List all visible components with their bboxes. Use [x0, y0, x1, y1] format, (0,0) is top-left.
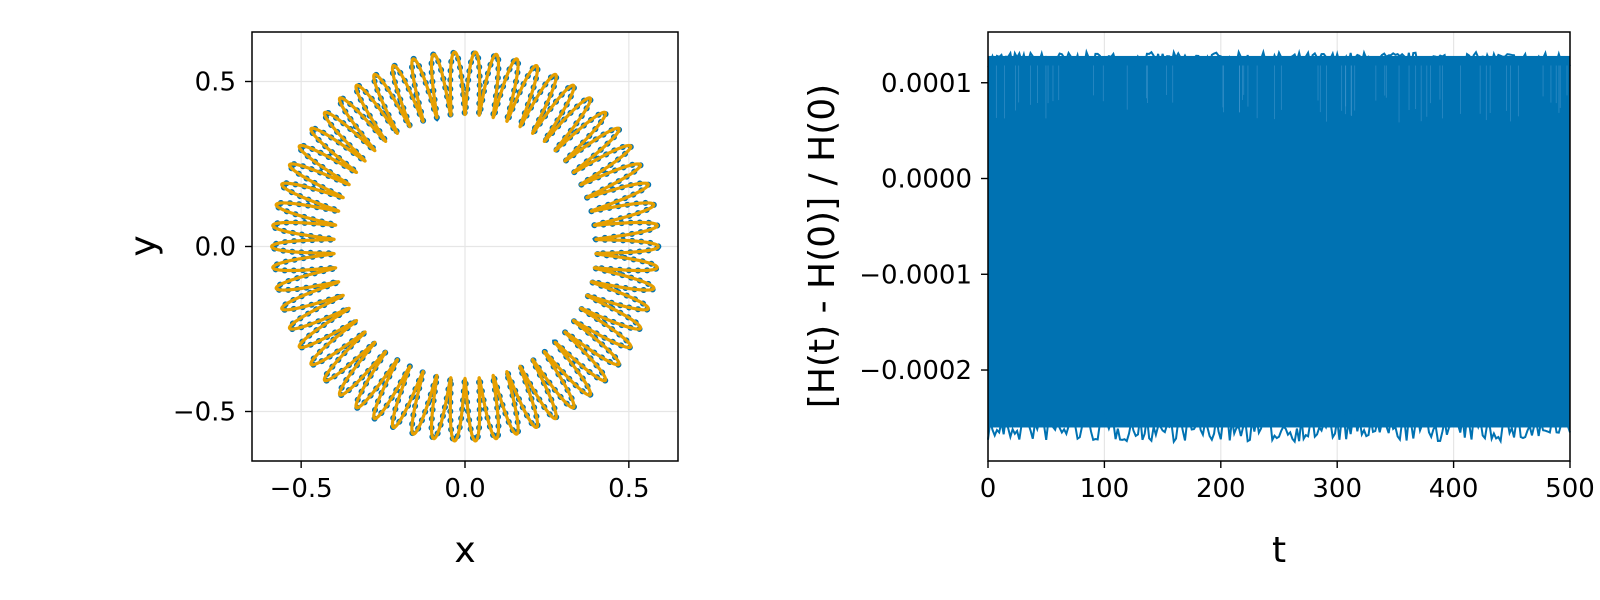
orbit-y-tick-label: −0.5: [173, 398, 236, 428]
energy-x-tick-label: 400: [1429, 474, 1479, 504]
energy-xlabel: t: [1272, 530, 1286, 571]
energy-y-tick-label: 0.0001: [881, 69, 972, 99]
energy-x-tick-label: 0: [980, 474, 997, 504]
energy-series-lower-spikes: [987, 412, 1571, 445]
orbit-x-tick-label: −0.5: [270, 474, 333, 504]
energy-panel: 0 100 200 300 400 500 0.0001 0.0000 −0.0001 −0.00…: [802, 31, 1595, 571]
energy-x-tick-label: 100: [1080, 474, 1130, 504]
energy-x-tick-label: 200: [1196, 474, 1246, 504]
orbit-content: [268, 49, 662, 444]
energy-series-upper-spikes: [987, 48, 1571, 71]
orbit-y-tick-label: 0.0: [195, 233, 236, 263]
energy-y-tick-label: −0.0001: [859, 260, 972, 290]
orbit-xlabel: x: [454, 530, 475, 571]
energy-content: [987, 48, 1571, 445]
orbit-x-tick-label: 0.5: [608, 474, 649, 504]
orbit-ylabel: y: [123, 235, 164, 256]
orbit-panel: −0.5 0.0 0.5 −0.5 0.0 0.5 x y: [123, 31, 679, 571]
energy-y-tick-label: −0.0002: [859, 356, 972, 386]
energy-x-tick-label: 300: [1312, 474, 1362, 504]
orbit-y-tick-label: 0.5: [195, 68, 236, 98]
orbit-line-series: [270, 50, 660, 443]
energy-y-tick-label: 0.0000: [881, 165, 972, 195]
energy-frame: [987, 31, 1571, 462]
energy-ylabel: [H(t) - H(0)] / H(0): [802, 84, 843, 408]
energy-ticks: 0 100 200 300 400 500 0.0001 0.0000 −0.0001 −0.00…: [859, 69, 1595, 504]
energy-x-tick-label: 500: [1545, 474, 1595, 504]
orbit-ticks: −0.5 0.0 0.5 −0.5 0.0 0.5: [173, 68, 650, 505]
energy-band: [988, 55, 1570, 428]
orbit-x-tick-label: 0.0: [444, 474, 485, 504]
